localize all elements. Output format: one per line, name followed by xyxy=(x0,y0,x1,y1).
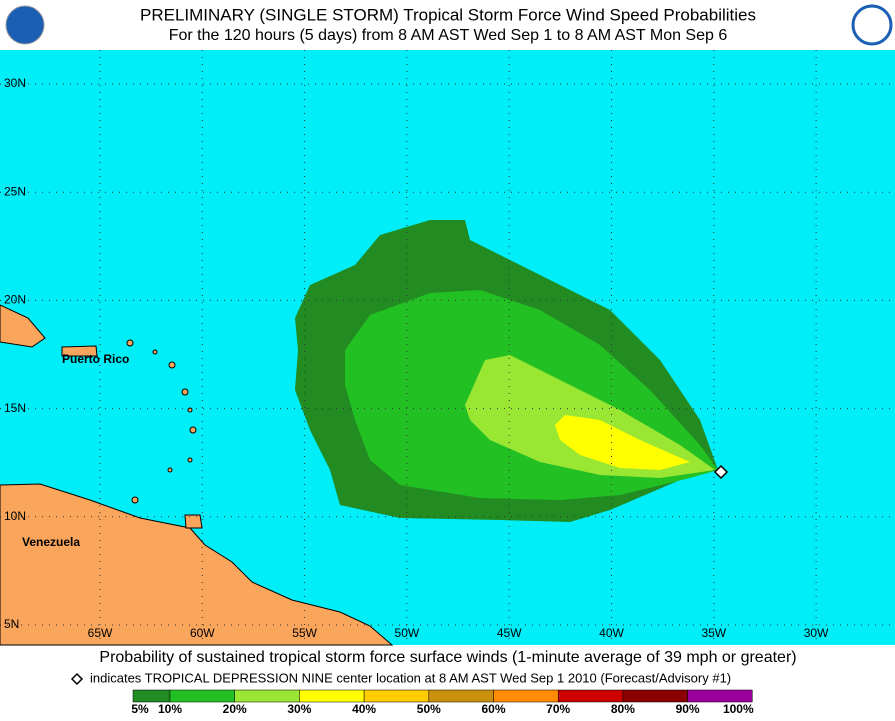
title: PRELIMINARY (SINGLE STORM) Tropical Stor… xyxy=(140,5,756,24)
storm-center-marker xyxy=(713,464,729,480)
colorbar-segment xyxy=(622,689,688,703)
grid: 30N 25N 20N 15N 10N 5N 65W 60W 55W 50W 45W 40W 35W 30… xyxy=(0,50,895,645)
lat-label: 20N xyxy=(4,293,26,307)
colorbar-label: 100% xyxy=(723,702,754,716)
lon-label: 35W xyxy=(701,626,726,640)
lon-label: 65W xyxy=(88,626,113,640)
place-label: Puerto Rico xyxy=(62,352,129,366)
colorbar-label: 5% xyxy=(131,702,149,716)
colorbar-label: 40% xyxy=(352,702,376,716)
colorbar: 5% 10% 20% 30% 40% 50% 60% 70% 80% 90% 100% xyxy=(131,689,754,716)
colorbar-segment xyxy=(299,689,365,703)
lat-label: 5N xyxy=(4,617,19,631)
lon-label: 60W xyxy=(190,626,215,640)
colorbar-label: 60% xyxy=(481,702,505,716)
colorbar-segment xyxy=(132,689,171,703)
noaa-logo xyxy=(5,5,45,45)
marker-icon xyxy=(70,672,84,686)
lat-label: 15N xyxy=(4,401,26,415)
colorbar-label: 90% xyxy=(676,702,700,716)
colorbar-segment xyxy=(687,689,753,703)
contour-30 xyxy=(555,415,690,470)
lon-label: 45W xyxy=(497,626,522,640)
lat-label: 30N xyxy=(4,76,26,90)
colorbar-segment xyxy=(428,689,494,703)
colorbar-label: 20% xyxy=(223,702,247,716)
colorbar-segment xyxy=(363,689,430,703)
lon-label: 55W xyxy=(292,626,317,640)
colorbar-segment xyxy=(557,689,624,703)
land xyxy=(0,304,394,646)
colorbar-label: 80% xyxy=(611,702,635,716)
subtitle: For the 120 hours (5 days) from 8 AM AST… xyxy=(169,27,728,44)
probability-contours xyxy=(295,220,718,522)
colorbar-label: 50% xyxy=(417,702,441,716)
lon-label: 40W xyxy=(599,626,624,640)
colorbar-label: 10% xyxy=(158,702,182,716)
colorbar-segment xyxy=(169,689,235,703)
lat-label: 10N xyxy=(4,509,26,523)
caption: Probability of sustained tropical storm … xyxy=(99,649,796,666)
lon-label: 30W xyxy=(804,626,829,640)
lat-label: 25N xyxy=(4,184,26,198)
lon-label: 50W xyxy=(395,626,420,640)
colorbar-segment xyxy=(234,689,300,703)
colorbar-label: 70% xyxy=(546,702,570,716)
marker-note: indicates TROPICAL DEPRESSION NINE cente… xyxy=(90,670,731,685)
colorbar-label: 30% xyxy=(287,702,311,716)
nws-logo xyxy=(851,4,893,46)
colorbar-segment xyxy=(493,689,559,703)
place-label: Venezuela xyxy=(22,535,80,549)
